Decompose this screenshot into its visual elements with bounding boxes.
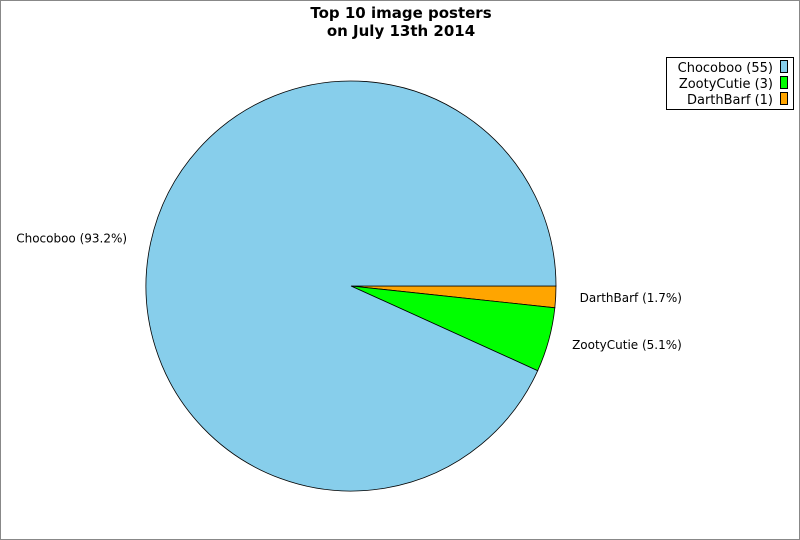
slice-label-darthbarf: DarthBarf (1.7%): [580, 291, 682, 305]
chart-title-line-1: Top 10 image posters: [310, 4, 491, 22]
pie-slice-chocoboo: [145, 80, 557, 492]
legend-swatch-darthbarf: [780, 92, 788, 105]
legend-label-chocoboo: Chocoboo (55): [678, 61, 773, 76]
slice-label-chocoboo: Chocoboo (93.2%): [16, 231, 127, 245]
legend-label-zootycutie: ZootyCutie (3): [679, 77, 773, 92]
slice-label-zootycutie: ZootyCutie (5.1%): [572, 338, 682, 352]
legend-swatch-chocoboo: [780, 60, 788, 73]
chart-title-line-2: on July 13th 2014: [327, 22, 475, 40]
legend-label-darthbarf: DarthBarf (1): [687, 93, 773, 108]
legend-box: [666, 57, 794, 110]
legend-swatch-zootycutie: [780, 76, 788, 89]
